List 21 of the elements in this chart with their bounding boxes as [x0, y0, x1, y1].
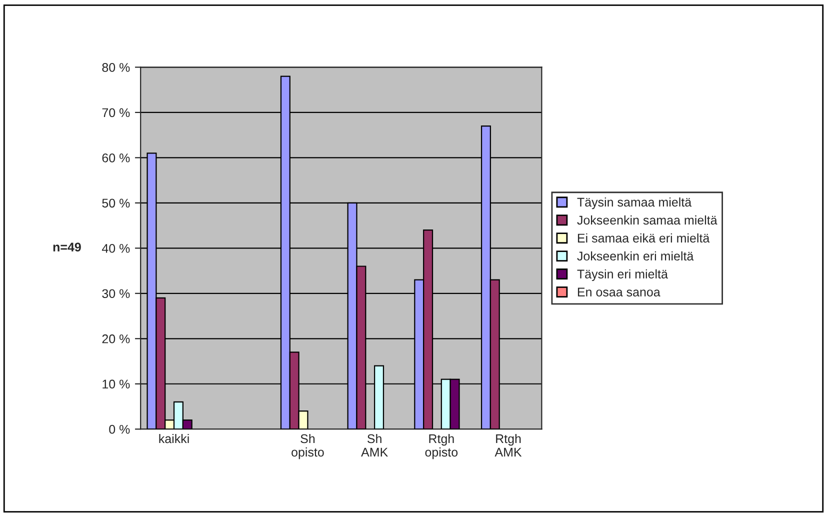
x-tick-label: kaikki — [159, 434, 189, 444]
y-tick-label: 20 % — [102, 334, 130, 344]
x-tick-label: Rtgh AMK — [494, 434, 522, 456]
y-tick-label: 50 % — [102, 198, 130, 208]
y-tick-label: 70 % — [102, 108, 130, 118]
legend-label: Ei samaa eikä eri mieltä — [578, 233, 710, 243]
x-tick-label: Sh AMK — [361, 434, 388, 456]
legend-label: Täysin eri mieltä — [577, 269, 668, 281]
y-tick-label: 60 % — [102, 153, 130, 162]
legend-label: Täysin samaa mieltä — [577, 197, 692, 210]
y-tick-label: 40 % — [102, 244, 130, 253]
y-axis-title: n=49 — [53, 242, 81, 252]
y-tick-label: 30 % — [102, 289, 130, 298]
legend-label: En osaa sanoa — [578, 288, 660, 296]
legend-label: Jokseenkin eri mieltä — [577, 251, 694, 261]
x-tick-label: Sh opisto — [292, 434, 324, 460]
y-tick-label: 10 % — [102, 380, 130, 389]
x-tick-label: Rtgh opisto — [425, 434, 458, 460]
y-tick-label: 0 % — [109, 424, 130, 434]
legend-label: Jokseenkin samaa mieltä — [577, 215, 718, 225]
y-tick-label: 80 % — [102, 63, 130, 72]
